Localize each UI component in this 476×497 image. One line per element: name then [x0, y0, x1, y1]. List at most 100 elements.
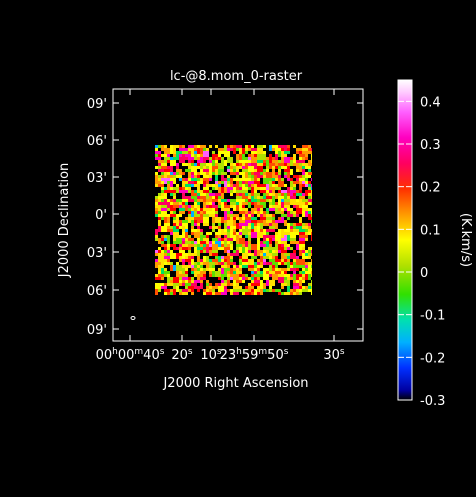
map-cell	[302, 250, 305, 253]
map-cell	[218, 187, 221, 190]
map-cell	[245, 148, 248, 151]
map-cell	[302, 184, 305, 187]
map-cell	[221, 256, 224, 259]
map-cell	[206, 232, 212, 235]
map-cell	[266, 229, 272, 232]
map-cell	[212, 205, 215, 208]
map-cell	[242, 277, 245, 280]
map-cell	[170, 262, 173, 265]
map-cell	[233, 280, 236, 286]
map-cell	[209, 169, 212, 175]
map-cell	[269, 157, 272, 163]
map-cell	[239, 274, 242, 277]
map-cell	[215, 292, 221, 295]
map-cell	[278, 277, 281, 283]
map-cell	[218, 199, 221, 202]
map-cell	[230, 232, 233, 235]
map-cell	[236, 250, 239, 253]
map-cell	[158, 166, 161, 169]
map-cell	[296, 280, 299, 283]
map-cell	[239, 211, 245, 214]
map-cell	[197, 289, 200, 292]
map-cell	[242, 265, 248, 268]
map-cell	[218, 262, 221, 265]
map-cell	[242, 202, 248, 205]
map-cell	[179, 205, 182, 208]
map-cell	[203, 223, 206, 226]
map-cell	[287, 268, 290, 271]
map-cell	[272, 181, 275, 184]
map-cell	[215, 262, 218, 265]
map-cell	[311, 184, 312, 187]
map-cell	[263, 145, 266, 148]
map-cell	[281, 214, 287, 217]
map-cell	[278, 247, 284, 250]
map-cell	[218, 226, 221, 229]
map-cell	[266, 172, 272, 178]
map-cell	[182, 145, 185, 148]
map-cell	[281, 208, 284, 211]
map-cell	[230, 211, 233, 214]
map-cell	[299, 190, 302, 193]
map-cell	[266, 196, 272, 199]
map-cell	[269, 259, 275, 262]
map-cell	[221, 292, 227, 295]
chart-title: lc-@8.mom_0-raster	[170, 69, 303, 84]
map-cell	[197, 205, 200, 208]
map-cell	[179, 259, 182, 262]
map-cell	[248, 259, 254, 265]
map-cell	[164, 262, 167, 265]
map-cell	[200, 259, 203, 262]
map-cell	[197, 178, 200, 181]
map-cell	[275, 154, 278, 160]
map-cell	[185, 196, 191, 199]
map-cell	[179, 154, 182, 157]
colorbar-tick-label: -0.1	[420, 309, 445, 324]
map-cell	[266, 289, 269, 292]
colorbar-tick-label: 0	[420, 266, 428, 281]
map-cell	[245, 160, 251, 163]
map-cell	[227, 241, 230, 244]
map-cell	[215, 256, 218, 259]
map-cell	[284, 220, 287, 226]
map-cell	[155, 229, 158, 235]
map-cell	[269, 208, 275, 211]
map-cell	[191, 214, 194, 217]
map-cell	[218, 229, 221, 235]
map-cell	[290, 187, 293, 190]
map-cell	[200, 277, 206, 280]
map-cell	[173, 160, 176, 166]
map-cell	[188, 214, 191, 217]
map-cell	[284, 175, 287, 178]
map-cell	[161, 238, 164, 241]
map-cell	[233, 271, 236, 274]
map-cell	[254, 187, 257, 190]
map-cell	[218, 163, 224, 169]
map-cell	[236, 280, 242, 283]
map-cell	[182, 151, 188, 154]
map-cell	[296, 169, 299, 172]
y-tick-label: 09'	[87, 97, 107, 112]
map-cell	[257, 289, 260, 292]
map-cell	[197, 187, 200, 193]
map-cell	[206, 157, 209, 160]
map-cell	[194, 148, 197, 151]
map-cell	[308, 208, 312, 211]
map-cell	[170, 244, 176, 247]
map-cell	[281, 151, 284, 154]
map-cell	[173, 292, 176, 295]
x-tick-label: 10s	[200, 347, 222, 363]
map-cell	[194, 190, 197, 193]
map-cell	[176, 175, 182, 178]
map-cell	[155, 184, 158, 187]
map-cell	[284, 193, 287, 199]
map-cell	[215, 283, 218, 286]
map-cell	[173, 247, 176, 250]
y-tick-label: 0'	[95, 208, 107, 223]
map-cell	[257, 268, 260, 271]
map-cell	[215, 271, 221, 277]
map-cell	[188, 253, 194, 256]
map-cell	[299, 259, 305, 265]
map-cell	[233, 229, 236, 232]
map-cell	[281, 292, 284, 295]
